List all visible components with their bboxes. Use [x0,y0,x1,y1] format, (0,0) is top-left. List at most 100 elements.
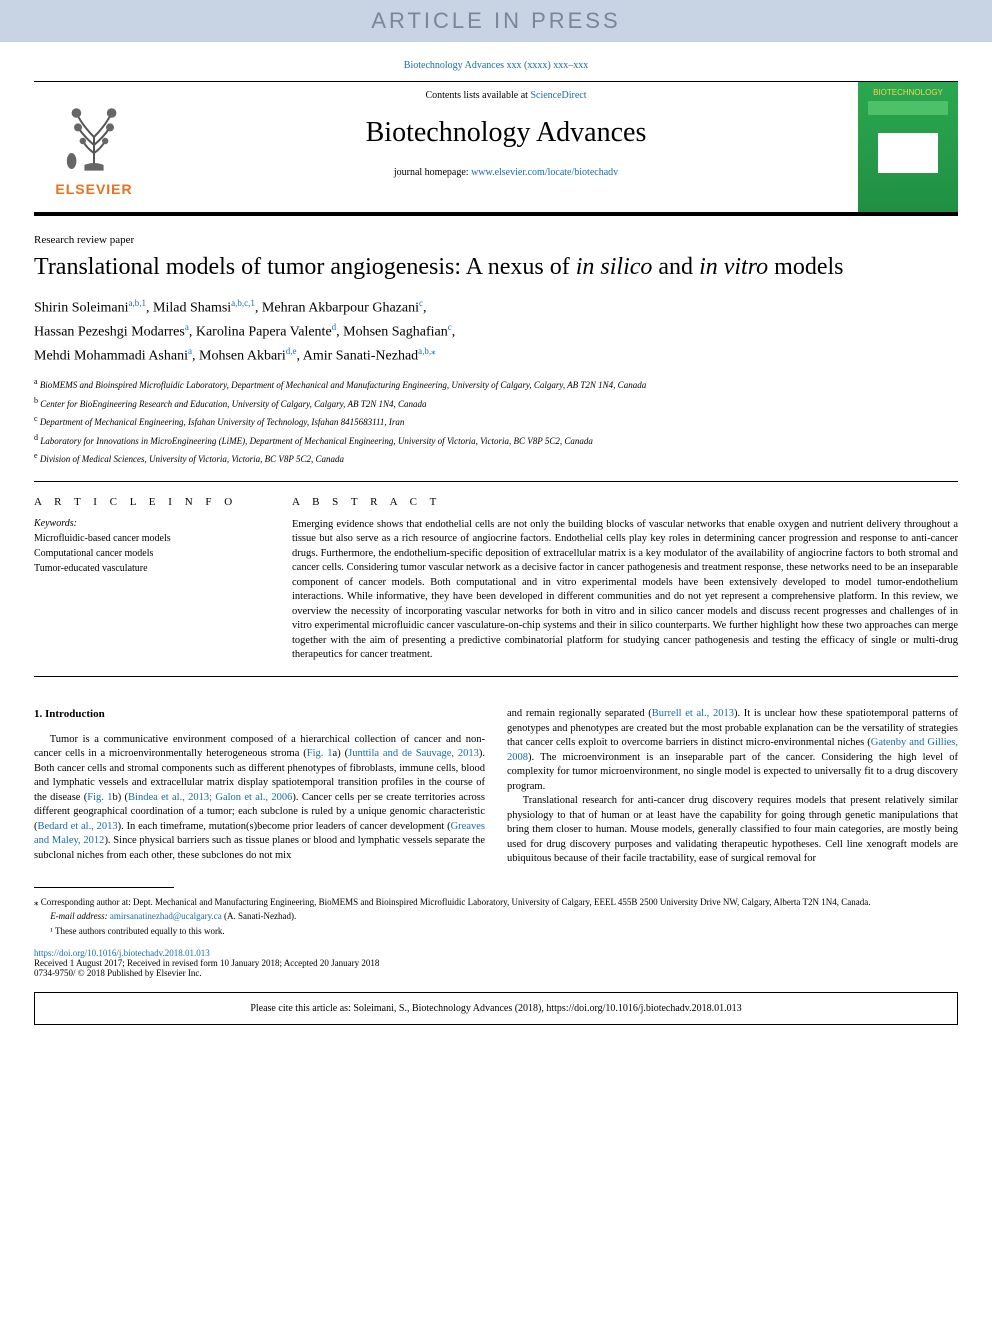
left-column: 1. Introduction Tumor is a communicative… [34,707,485,866]
contents-available: Contents lists available at ScienceDirec… [154,90,858,101]
homepage-url[interactable]: www.elsevier.com/locate/biotechadv [471,167,618,178]
contents-prefix: Contents lists available at [425,90,530,101]
body-text: a) ( [333,748,349,759]
author[interactable]: Milad Shamsi [153,301,231,316]
header-center: Contents lists available at ScienceDirec… [154,82,858,212]
title-part: models [768,254,843,280]
copyright-line: 0734-9750/ © 2018 Published by Elsevier … [34,968,958,978]
affil-sup: b [34,396,38,405]
divider [34,676,958,677]
elsevier-tree-icon [54,97,134,177]
affil-sup: e [34,451,38,460]
author-affil-sup: d [332,322,337,332]
corresponding-star-icon: ⁎ [431,346,436,356]
intro-paragraph: Translational research for anti-cancer d… [507,794,958,866]
author[interactable]: Amir Sanati-Nezhad [303,349,418,364]
title-part: Translational models of tumor angiogenes… [34,254,576,280]
keyword: Microfluidic-based cancer models [34,531,264,546]
author-affil-sup: a,b,1 [129,298,147,308]
article-title: Translational models of tumor angiogenes… [34,252,958,282]
elsevier-logo[interactable]: ELSEVIER [34,82,154,212]
affil-text: Laboratory for Innovations in MicroEngin… [40,436,593,446]
body-text: and remain regionally separated ( [507,708,652,719]
affil-sup: c [34,414,38,423]
email-suffix: (A. Sanati-Nezhad). [222,911,296,921]
abstract-heading: A B S T R A C T [292,496,958,508]
homepage-prefix: journal homepage: [394,167,471,178]
intro-paragraph: Tumor is a communicative environment com… [34,733,485,863]
sciencedirect-link[interactable]: ScienceDirect [530,90,586,101]
author[interactable]: Hassan Pezeshgi Modarres [34,325,185,340]
affiliation: c Department of Mechanical Engineering, … [34,413,958,430]
affil-sup: a [34,377,38,386]
journal-homepage: journal homepage: www.elsevier.com/locat… [154,167,858,178]
author-affil-sup: a,b, [418,346,431,356]
corresponding-footnote: ⁎ Corresponding author at: Dept. Mechani… [34,896,958,909]
citation-link[interactable]: Burrell et al., 2013 [652,708,734,719]
author[interactable]: Mehdi Mohammadi Ashani [34,349,188,364]
body-text: ). In each timeframe, mutation(s)become … [118,821,451,832]
cover-image-placeholder [878,133,938,173]
title-em: in silico [576,254,653,280]
author-affil-sup: a [185,322,189,332]
affil-text: BioMEMS and Bioinspired Microfluidic Lab… [40,380,646,390]
affil-text: Center for BioEngineering Research and E… [40,399,426,409]
citation-link[interactable]: Bindea et al., 2013; Galon et al., 2006 [128,792,292,803]
body-text: b) ( [112,792,128,803]
figure-ref-link[interactable]: Fig. 1 [87,792,112,803]
divider [34,481,958,482]
footnote-divider [34,887,174,888]
journal-cover-thumbnail[interactable]: BIOTECHNOLOGY [858,82,958,212]
elsevier-wordmark: ELSEVIER [55,181,132,197]
article-type: Research review paper [34,234,958,246]
author-affil-sup: c [448,322,452,332]
history-line: Received 1 August 2017; Received in revi… [34,958,958,968]
author[interactable]: Karolina Papera Valente [196,325,332,340]
doi-line: https://doi.org/10.1016/j.biotechadv.201… [34,948,958,958]
title-em: in vitro [699,254,768,280]
keyword: Computational cancer models [34,546,264,561]
affil-text: Division of Medical Sciences, University… [40,454,344,464]
info-abstract-row: A R T I C L E I N F O Keywords: Microflu… [34,496,958,663]
affiliation: e Division of Medical Sciences, Universi… [34,450,958,467]
keyword: Tumor-educated vasculature [34,561,264,576]
doi-link[interactable]: https://doi.org/10.1016/j.biotechadv.201… [34,948,210,958]
figure-ref-link[interactable]: Fig. 1 [307,748,333,759]
affil-sup: d [34,433,38,442]
title-part: and [652,254,699,280]
article-in-press-banner: ARTICLE IN PRESS [0,0,992,42]
right-column: and remain regionally separated (Burrell… [507,707,958,866]
article-info-block: A R T I C L E I N F O Keywords: Microflu… [34,496,264,663]
keywords-heading: Keywords: [34,518,264,529]
cover-strip [868,101,948,115]
citation-link[interactable]: Bedard et al., 2013 [38,821,118,832]
intro-paragraph: and remain regionally separated (Burrell… [507,707,958,794]
author-list: Shirin Soleimania,b,1, Milad Shamsia,b,c… [34,296,958,368]
citation-link[interactable]: Junttila and de Sauvage, 2013 [348,748,479,759]
citation-box: Please cite this article as: Soleimani, … [34,992,958,1025]
body-text: ). The microenvironment is an inseparabl… [507,752,958,792]
author-affil-sup: d,e [286,346,297,356]
section-heading-intro: 1. Introduction [34,707,485,722]
equal-contribution-footnote: ¹ These authors contributed equally to t… [34,925,958,938]
author[interactable]: Mehran Akbarpour Ghazani [262,301,419,316]
author[interactable]: Mohsen Akbari [199,349,286,364]
journal-header: ELSEVIER Contents lists available at Sci… [34,81,958,216]
affiliation: d Laboratory for Innovations in MicroEng… [34,432,958,449]
abstract-text: Emerging evidence shows that endothelial… [292,518,958,663]
top-citation-link[interactable]: Biotechnology Advances xxx (xxxx) xxx–xx… [0,42,992,81]
affiliation: a BioMEMS and Bioinspired Microfluidic L… [34,376,958,393]
email-link[interactable]: amirsanatinezhad@ucalgary.ca [110,911,222,921]
body-columns: 1. Introduction Tumor is a communicative… [34,707,958,866]
email-label: E-mail address: [50,911,110,921]
author-affil-sup: a [188,346,192,356]
abstract-block: A B S T R A C T Emerging evidence shows … [292,496,958,663]
author-affil-sup: c [419,298,423,308]
affil-text: Department of Mechanical Engineering, Is… [40,417,405,427]
email-footnote: E-mail address: amirsanatinezhad@ucalgar… [34,910,958,923]
cover-title: BIOTECHNOLOGY [873,88,943,97]
author[interactable]: Shirin Soleimani [34,301,129,316]
author[interactable]: Mohsen Saghafian [343,325,448,340]
affiliation: b Center for BioEngineering Research and… [34,395,958,412]
author-affil-sup: a,b,c,1 [231,298,255,308]
